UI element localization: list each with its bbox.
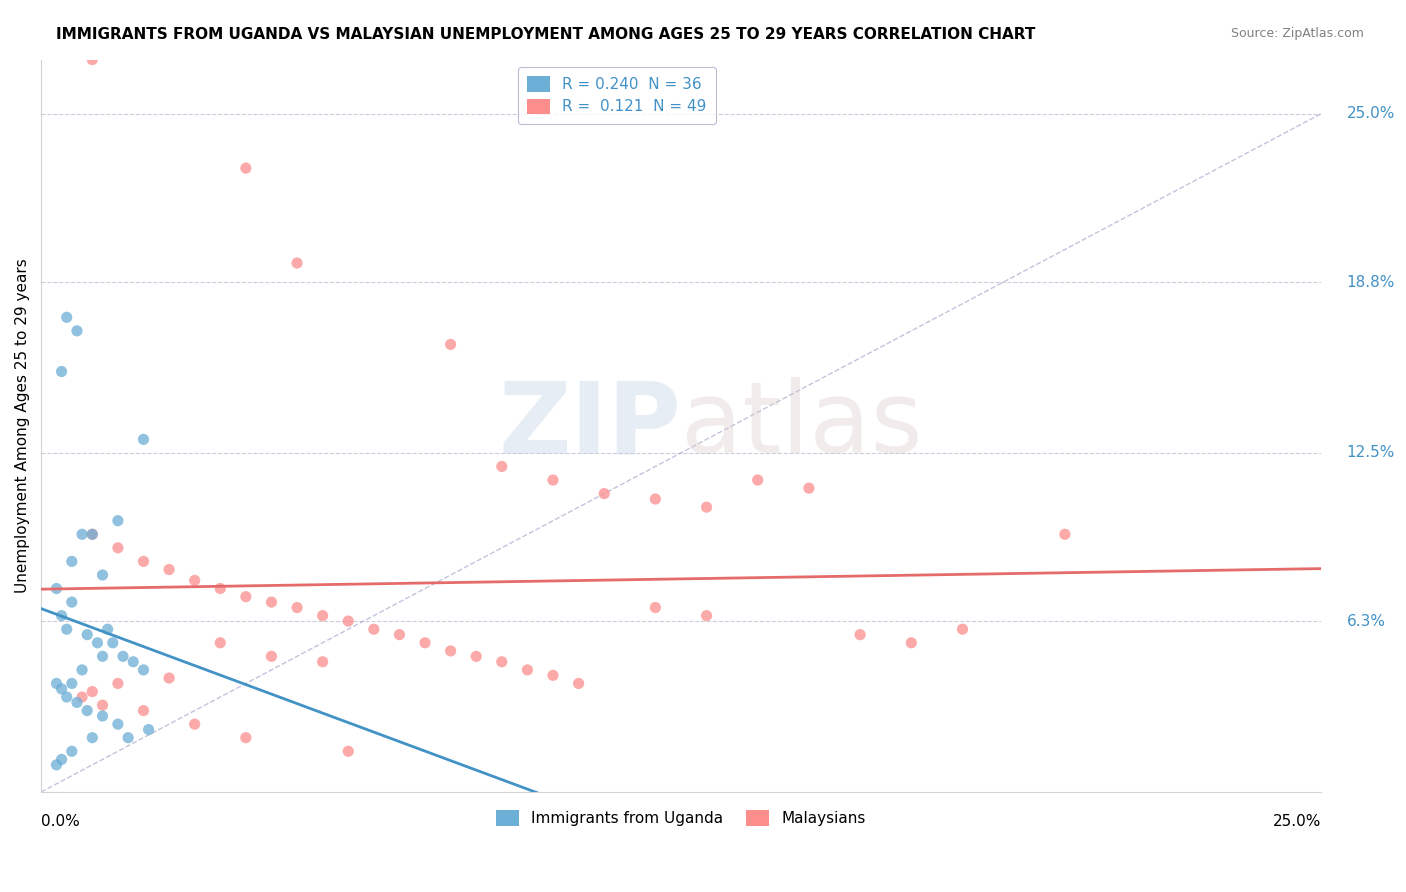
Point <box>76 704 98 718</box>
Point <box>696 500 718 515</box>
Point <box>91 698 114 713</box>
Point <box>60 554 83 568</box>
Text: Source: ZipAtlas.com: Source: ZipAtlas.com <box>1230 27 1364 40</box>
Point <box>55 622 77 636</box>
Point <box>363 622 385 636</box>
Point <box>51 681 73 696</box>
Point <box>70 527 93 541</box>
Point <box>157 671 180 685</box>
Text: 25.0%: 25.0% <box>1347 106 1395 121</box>
Point <box>132 433 155 447</box>
Point <box>157 562 180 576</box>
Text: 0.0%: 0.0% <box>41 814 80 829</box>
Y-axis label: Unemployment Among Ages 25 to 29 years: Unemployment Among Ages 25 to 29 years <box>15 259 30 593</box>
Point <box>82 527 104 541</box>
Point <box>107 541 129 555</box>
Text: ZIP: ZIP <box>498 377 681 475</box>
Point <box>235 590 257 604</box>
Point <box>209 636 232 650</box>
Point <box>55 310 77 325</box>
Point <box>235 161 257 175</box>
Text: IMMIGRANTS FROM UGANDA VS MALAYSIAN UNEMPLOYMENT AMONG AGES 25 TO 29 YEARS CORRE: IMMIGRANTS FROM UGANDA VS MALAYSIAN UNEM… <box>56 27 1036 42</box>
Point <box>91 649 114 664</box>
Point <box>516 663 538 677</box>
Point <box>82 527 104 541</box>
Point <box>55 690 77 704</box>
Point <box>465 649 488 664</box>
Text: 12.5%: 12.5% <box>1347 445 1395 460</box>
Point <box>107 514 129 528</box>
Point <box>797 481 820 495</box>
Text: 18.8%: 18.8% <box>1347 275 1395 290</box>
Point <box>45 582 67 596</box>
Point <box>107 676 129 690</box>
Point <box>260 649 283 664</box>
Point <box>82 684 104 698</box>
Point <box>86 636 108 650</box>
Point <box>644 600 666 615</box>
Point <box>132 704 155 718</box>
Point <box>183 717 205 731</box>
Point <box>183 574 205 588</box>
Point <box>107 717 129 731</box>
Point <box>209 582 232 596</box>
Point <box>849 627 872 641</box>
Point <box>132 554 155 568</box>
Point <box>388 627 411 641</box>
Point <box>541 668 564 682</box>
Point <box>747 473 769 487</box>
Point <box>82 53 104 67</box>
Text: 25.0%: 25.0% <box>1272 814 1320 829</box>
Point <box>593 486 616 500</box>
Point <box>45 757 67 772</box>
Point <box>311 608 333 623</box>
Point <box>76 627 98 641</box>
Point <box>439 337 461 351</box>
Point <box>60 595 83 609</box>
Point <box>491 655 513 669</box>
Point <box>337 614 360 628</box>
Text: atlas: atlas <box>681 377 922 475</box>
Point <box>337 744 360 758</box>
Point <box>138 723 160 737</box>
Point <box>111 649 134 664</box>
Point <box>51 608 73 623</box>
Point <box>45 676 67 690</box>
Point <box>132 663 155 677</box>
Point <box>568 676 591 690</box>
Point <box>82 731 104 745</box>
Point <box>70 690 93 704</box>
Point <box>51 365 73 379</box>
Point <box>311 655 333 669</box>
Point <box>541 473 564 487</box>
Point <box>91 709 114 723</box>
Point <box>285 256 308 270</box>
Point <box>644 491 666 506</box>
Point <box>413 636 436 650</box>
Point <box>260 595 283 609</box>
Point <box>900 636 922 650</box>
Point <box>66 695 89 709</box>
Point <box>70 663 93 677</box>
Point <box>696 608 718 623</box>
Point <box>235 731 257 745</box>
Point <box>97 622 120 636</box>
Point <box>101 636 124 650</box>
Point <box>952 622 974 636</box>
Point <box>91 568 114 582</box>
Point <box>60 676 83 690</box>
Point <box>66 324 89 338</box>
Point <box>439 644 461 658</box>
Point <box>491 459 513 474</box>
Text: 6.3%: 6.3% <box>1347 614 1385 629</box>
Point <box>117 731 139 745</box>
Point <box>122 655 145 669</box>
Point <box>51 752 73 766</box>
Point <box>1053 527 1076 541</box>
Legend: Immigrants from Uganda, Malaysians: Immigrants from Uganda, Malaysians <box>486 801 875 836</box>
Point <box>285 600 308 615</box>
Point <box>60 744 83 758</box>
